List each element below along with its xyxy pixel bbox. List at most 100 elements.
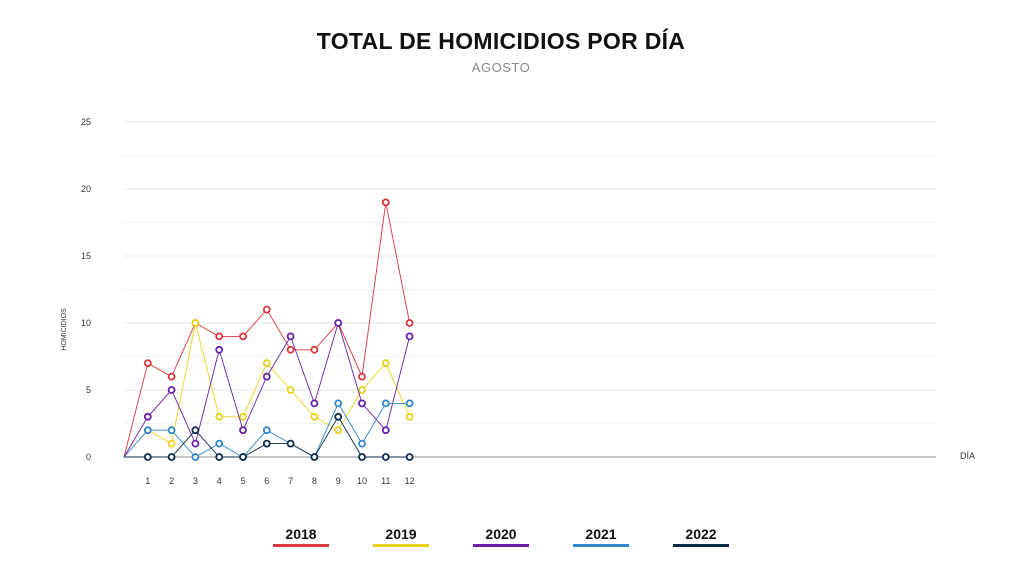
data-point [215, 453, 224, 461]
x-tick-label: 5 [240, 476, 245, 486]
data-point [286, 386, 295, 394]
legend-label: 2018 [285, 526, 317, 542]
legend: 2018 2019 2020 2021 2022 [0, 526, 1002, 547]
x-tick-label: 1 [145, 476, 150, 486]
legend-swatch [573, 544, 629, 547]
data-point [167, 439, 176, 448]
x-tick-label: 11 [381, 476, 390, 486]
series-2018 [123, 198, 414, 458]
data-point [381, 359, 390, 368]
data-point [239, 426, 247, 435]
data-point [215, 439, 224, 448]
data-point [262, 439, 271, 448]
data-point [262, 372, 271, 381]
legend-swatch [473, 544, 529, 547]
x-axis-title: DÍA [960, 451, 975, 461]
y-tick-label: 15 [81, 251, 91, 261]
data-point [191, 453, 200, 461]
data-point [381, 399, 390, 408]
data-point [405, 399, 414, 408]
chart-subtitle: AGOSTO [471, 60, 531, 75]
data-point [358, 372, 366, 381]
y-tick-label: 20 [81, 184, 91, 194]
data-point [191, 319, 200, 327]
data-point [405, 319, 414, 327]
series-line [123, 202, 411, 458]
data-point [286, 332, 295, 341]
y-tick-label: 25 [81, 117, 91, 127]
data-point [310, 453, 319, 461]
data-point [215, 332, 224, 341]
y-tick-label: 10 [81, 318, 91, 328]
data-point [310, 345, 319, 354]
data-point [381, 426, 390, 435]
data-point [334, 319, 343, 327]
legend-swatch [673, 544, 729, 547]
data-point [262, 305, 271, 314]
data-point [239, 453, 247, 461]
series-2020 [123, 319, 414, 458]
data-point [262, 426, 271, 435]
data-point [405, 332, 414, 341]
data-point [215, 345, 224, 354]
legend-label: 2021 [585, 526, 617, 542]
series-lines [123, 198, 414, 461]
data-point [167, 453, 176, 461]
y-tick-label: 5 [86, 385, 91, 395]
x-tick-label: 10 [357, 476, 367, 486]
data-point [143, 359, 152, 368]
legend-label: 2020 [485, 526, 517, 542]
legend-swatch [273, 544, 329, 547]
legend-label: 2022 [685, 526, 717, 542]
series-2022 [124, 412, 414, 461]
data-point [286, 439, 295, 448]
x-tick-label: 3 [193, 476, 198, 486]
x-tick-label: 2 [169, 476, 174, 486]
data-point [381, 453, 390, 461]
x-tick-label: 4 [217, 476, 222, 486]
legend-item: 2018 [273, 526, 329, 547]
data-point [143, 453, 152, 461]
data-point [334, 412, 343, 421]
legend-label: 2019 [385, 526, 417, 542]
x-tick-label: 12 [405, 476, 415, 486]
data-point [286, 345, 295, 354]
x-tick-label: 7 [288, 476, 293, 486]
data-point [358, 439, 366, 448]
legend-item: 2021 [573, 526, 629, 547]
data-point [405, 412, 414, 421]
data-point [334, 399, 343, 408]
x-tick-label: 6 [264, 476, 269, 486]
legend-item: 2022 [673, 526, 729, 547]
data-point [310, 412, 319, 421]
data-point [262, 359, 271, 368]
data-point [310, 399, 319, 408]
data-point [191, 439, 200, 448]
data-point [143, 426, 152, 435]
data-point [358, 386, 366, 394]
legend-item: 2019 [373, 526, 429, 547]
y-axis-title: HOMICIDIOS [61, 308, 68, 351]
series-2019 [123, 319, 414, 458]
data-point [191, 426, 200, 435]
x-tick-label: 9 [336, 476, 341, 486]
chart-title: TOTAL DE HOMICIDIOS POR DÍA [316, 28, 686, 54]
series-2021 [123, 399, 414, 461]
x-tick-label: 8 [312, 476, 317, 486]
data-point [215, 412, 224, 421]
data-point [167, 426, 176, 435]
data-point [381, 198, 390, 207]
series-line [124, 415, 410, 458]
data-point [167, 372, 176, 381]
y-tick-label: 0 [86, 452, 91, 462]
data-point [405, 453, 414, 461]
legend-swatch [373, 544, 429, 547]
data-point [239, 412, 247, 421]
data-point [358, 453, 366, 461]
legend-item: 2020 [473, 526, 529, 547]
data-point [358, 399, 366, 408]
data-point [334, 426, 343, 435]
grid-lines [124, 121, 936, 424]
